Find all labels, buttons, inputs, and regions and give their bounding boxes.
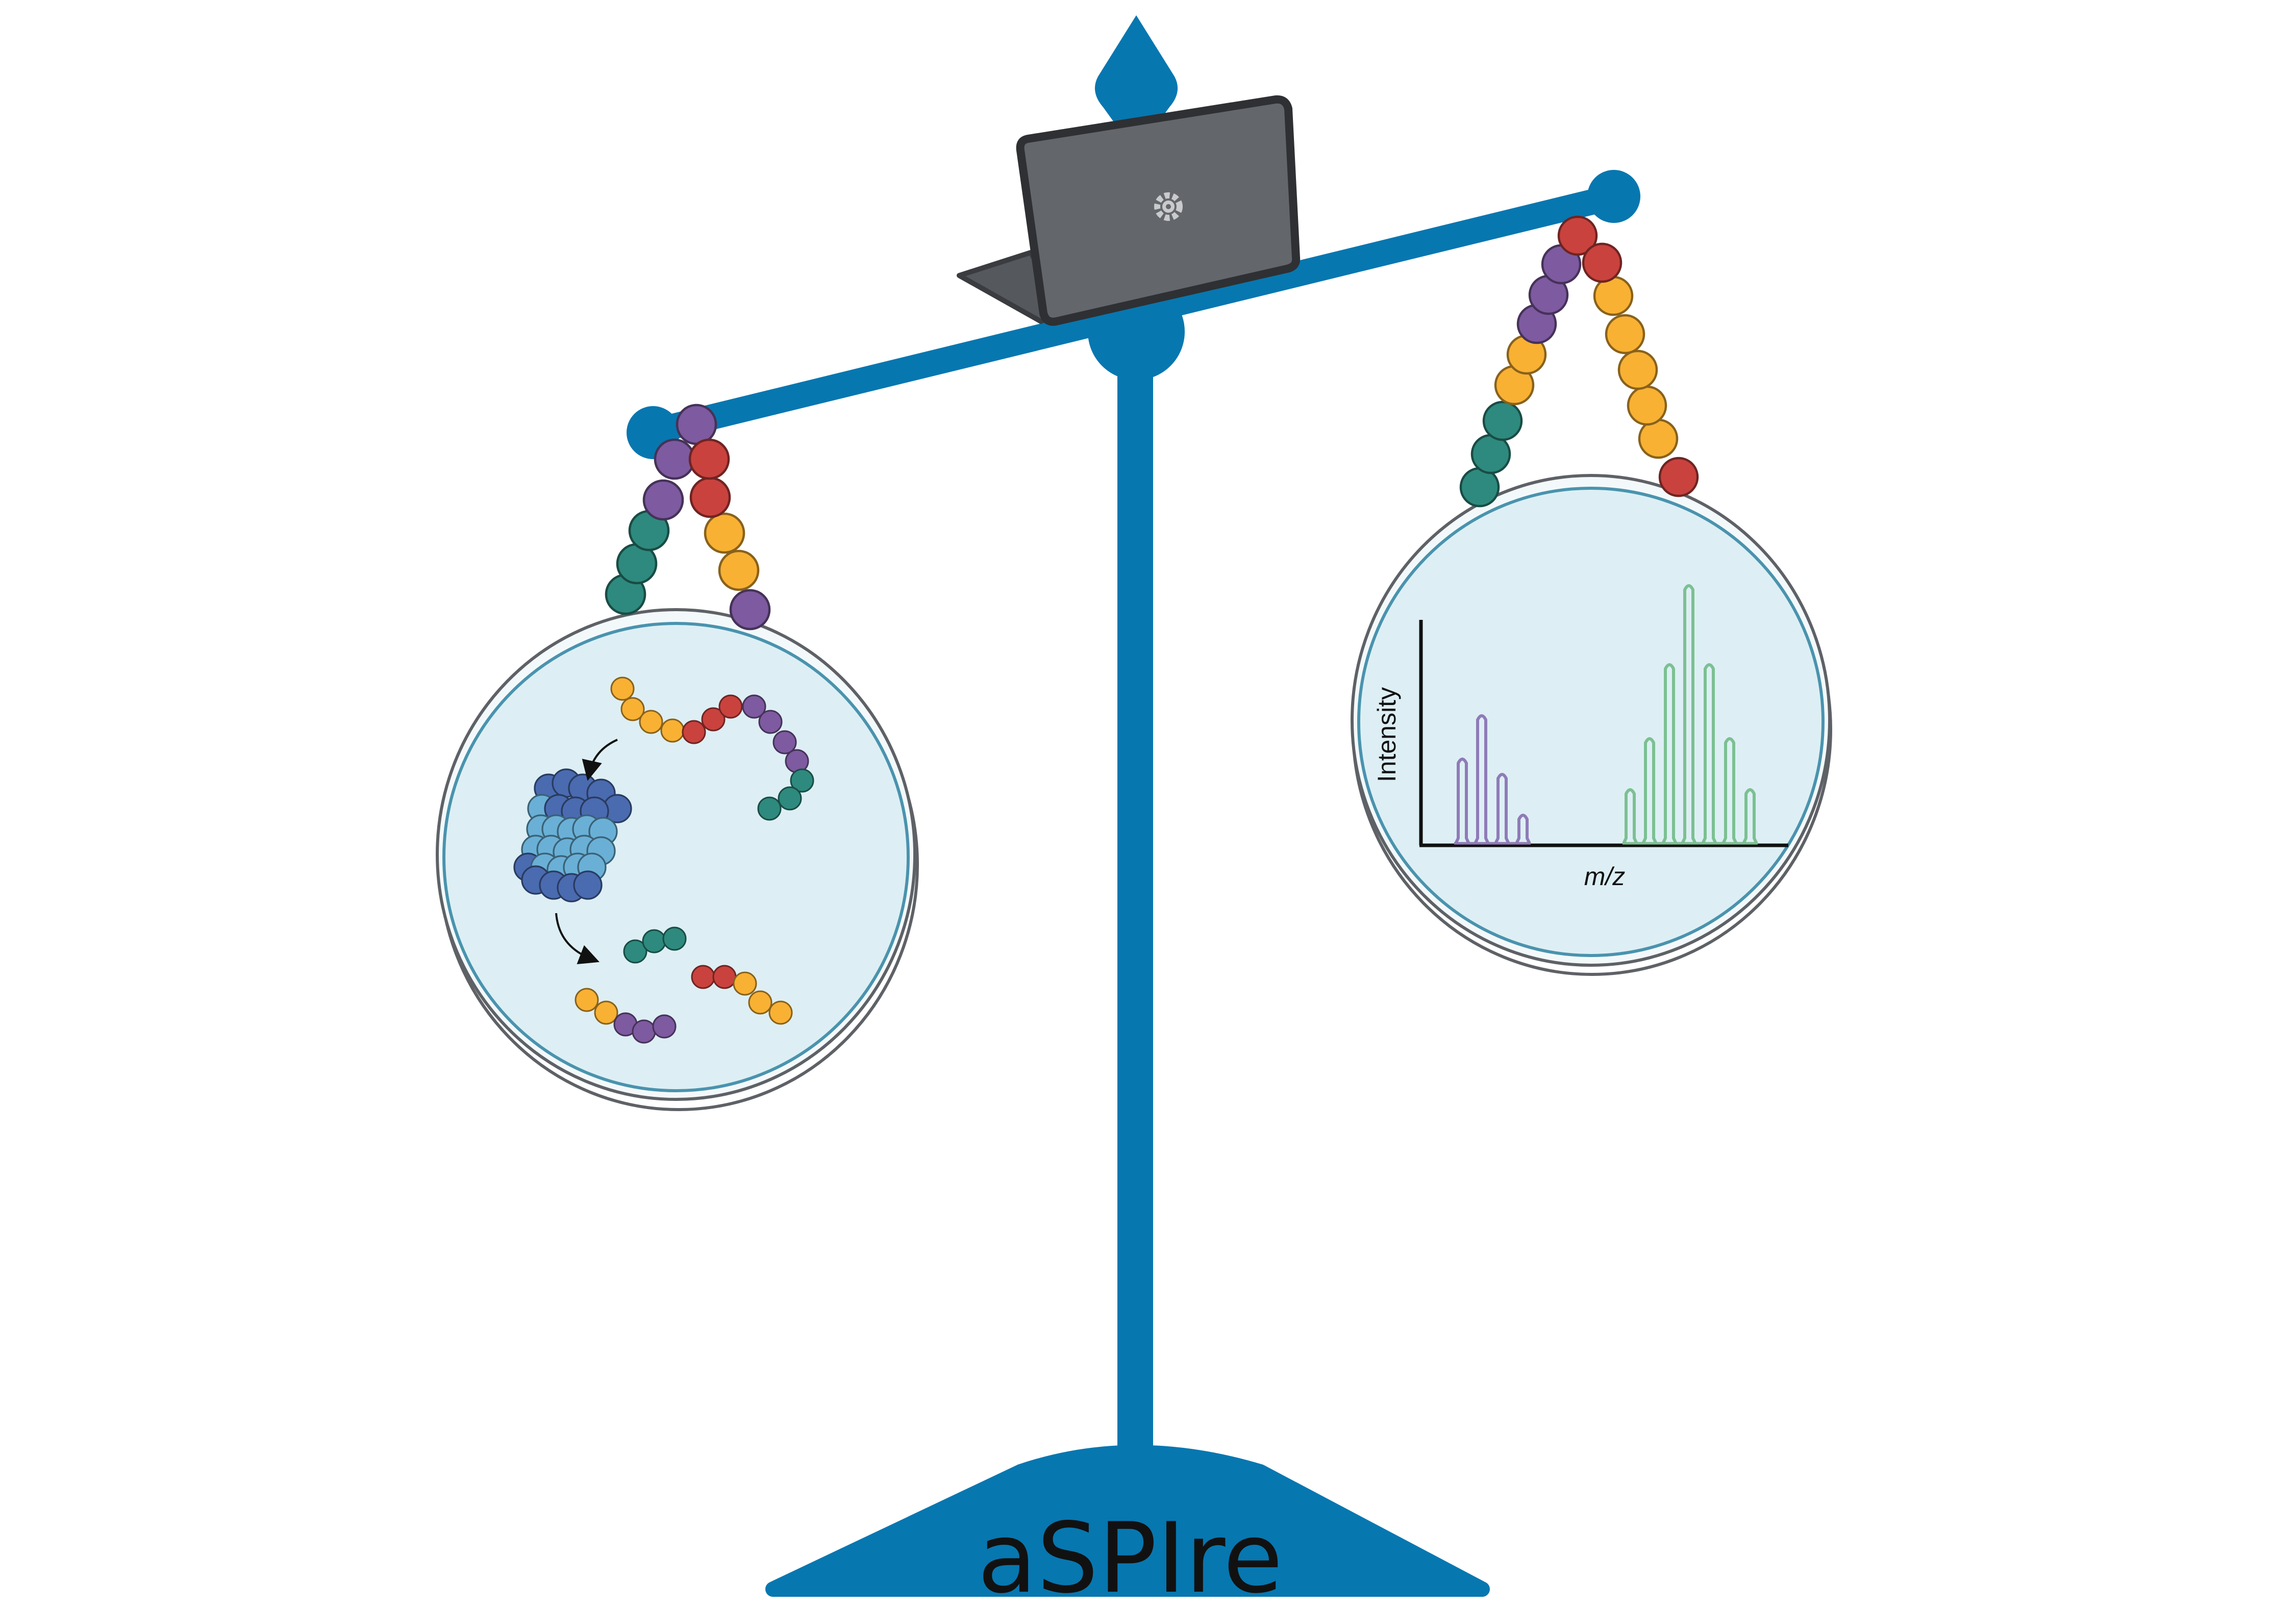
scale-pole: [1117, 347, 1153, 1459]
peptide-bead: [639, 710, 663, 734]
chain-bead: [704, 512, 745, 554]
chain-bead: [1617, 349, 1658, 390]
fragment-bead: [733, 971, 757, 996]
fragment-bead: [594, 1000, 618, 1025]
peptide-bead: [610, 676, 635, 701]
spectrum-peak: [1515, 814, 1531, 844]
peptide-bead: [701, 707, 726, 732]
laptop-screen: [1016, 95, 1301, 326]
chain-bead: [1638, 418, 1679, 459]
chain-bead: [1459, 467, 1500, 508]
spectrum-peak: [1641, 737, 1658, 844]
fragment-bead: [575, 988, 599, 1012]
spectrum-peak: [1661, 663, 1678, 844]
spectrum-y-label: Intensity: [1372, 687, 1401, 782]
fragment-bead: [632, 1019, 656, 1044]
peptide-bead: [742, 694, 766, 719]
fragment-bead: [748, 990, 772, 1015]
chain-bead: [1658, 457, 1699, 497]
spectrum-peak: [1494, 773, 1510, 844]
chain-bead: [718, 549, 760, 591]
spectrum-peak: [1474, 714, 1490, 844]
peptide-bead: [790, 768, 814, 793]
chain-bead: [689, 476, 731, 518]
gear-icon: [1154, 192, 1183, 221]
fragment-bead: [768, 1000, 793, 1025]
scale-beam: [635, 184, 1628, 445]
fragment-bead: [642, 929, 666, 953]
spectrum-peak: [1622, 788, 1638, 844]
chain-bead: [1627, 385, 1667, 426]
peptide-bead: [620, 697, 645, 721]
spectrum-peak: [1681, 584, 1697, 844]
left-dish-inner: [442, 622, 910, 1092]
left-pan: [436, 608, 919, 1111]
cleavage-arrow: [582, 739, 618, 781]
peptide-bead: [772, 730, 797, 755]
cleavage-arrow: [555, 913, 600, 965]
brand-title: aSPIre: [978, 1502, 1283, 1607]
chain-bead: [729, 589, 771, 631]
peptide-bead: [778, 786, 802, 811]
protease-bead: [573, 870, 603, 900]
peptide-bead: [718, 694, 743, 719]
right-dish-inner: [1357, 487, 1825, 957]
peptide-bead: [660, 718, 685, 743]
laptop: [957, 95, 1301, 326]
scale-stand: [627, 15, 1640, 1597]
spectrum-peak: [1721, 737, 1738, 844]
chain-bead: [1593, 275, 1634, 316]
chain-bead: [654, 438, 695, 480]
fragment-bead: [662, 926, 687, 951]
spectrum-peak: [1742, 788, 1758, 844]
peptide-bead: [757, 796, 782, 821]
fragment-bead: [652, 1014, 677, 1039]
fragment-bead: [691, 965, 715, 989]
chain-bead: [642, 479, 684, 521]
fragment-bead: [623, 939, 647, 964]
chain-bead: [676, 404, 717, 445]
beam-end-right: [1587, 170, 1640, 223]
spectrum-peak: [1454, 758, 1470, 844]
peptide-bead: [682, 720, 706, 744]
spectrum-peak: [1701, 663, 1717, 844]
chain-bead: [1582, 242, 1623, 283]
chain-bead: [1557, 215, 1598, 256]
chain-bead: [1605, 314, 1645, 355]
mass-spectrum: Intensity m/z: [1372, 584, 1788, 891]
peptide-bead: [758, 710, 783, 734]
chain-bead: [1482, 400, 1523, 441]
chain-bead: [688, 438, 730, 480]
right-pan: Intensity m/z: [1351, 474, 1832, 976]
fragment-bead: [712, 965, 737, 989]
spectrum-x-label: m/z: [1584, 862, 1626, 891]
